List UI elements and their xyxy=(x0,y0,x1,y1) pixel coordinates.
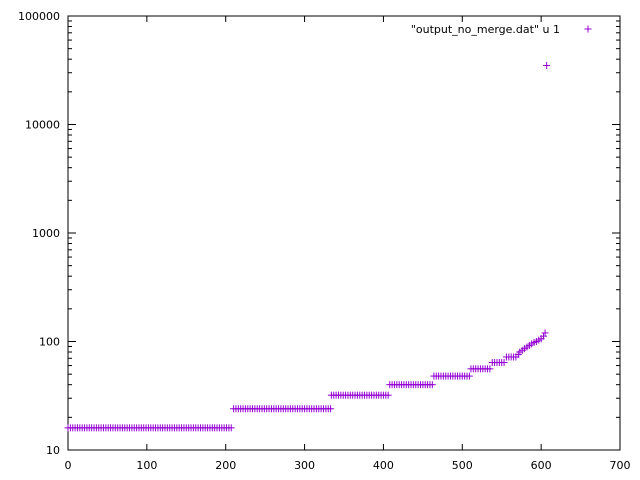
x-tick-label: 400 xyxy=(373,459,394,472)
data-point xyxy=(541,329,549,337)
data-point xyxy=(227,424,235,432)
x-axis: 0 100 200 300 400 500 600 700 xyxy=(65,16,631,472)
x-tick-label: 0 xyxy=(65,459,72,472)
x-tick-label: 300 xyxy=(294,459,315,472)
data-point xyxy=(428,381,436,389)
data-point xyxy=(500,359,508,367)
y-tick-label: 100000 xyxy=(18,10,60,23)
x-tick-label: 100 xyxy=(136,459,157,472)
data-point xyxy=(465,372,473,380)
x-tick-label: 700 xyxy=(610,459,631,472)
legend-marker xyxy=(584,25,592,33)
data-point xyxy=(543,61,551,69)
y-axis: 10 100 1000 10000 100000 xyxy=(18,10,620,457)
y-tick-label: 10 xyxy=(46,444,60,457)
data-point xyxy=(540,332,548,340)
x-tick-label: 200 xyxy=(215,459,236,472)
y-tick-label: 10000 xyxy=(25,119,60,132)
x-tick-label: 600 xyxy=(531,459,552,472)
data-point xyxy=(486,365,494,373)
data-series xyxy=(64,61,551,432)
plot-frame xyxy=(67,15,621,451)
data-point xyxy=(384,391,392,399)
legend-marker-symbol xyxy=(584,25,592,33)
legend-label: "output_no_merge.dat" u 1 xyxy=(411,23,560,36)
data-point xyxy=(327,405,335,413)
legend: "output_no_merge.dat" u 1 xyxy=(411,23,592,36)
x-tick-label: 500 xyxy=(452,459,473,472)
y-tick-label: 100 xyxy=(39,336,60,349)
y-tick-label: 1000 xyxy=(32,227,60,240)
